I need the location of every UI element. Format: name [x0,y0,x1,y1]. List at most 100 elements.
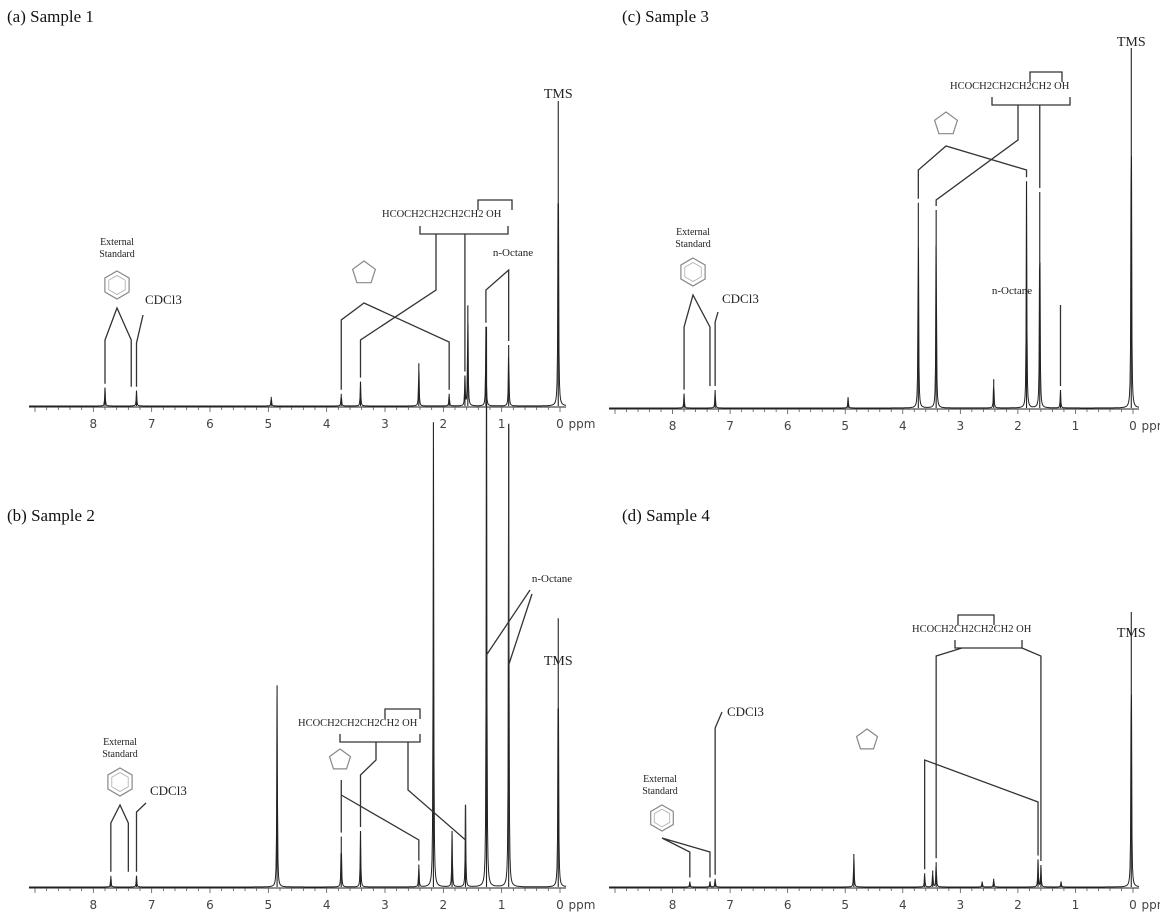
tick-label: 5 [265,898,273,912]
cdcl3-leader [714,711,723,875]
repeat-bracket-bottom [954,640,1023,649]
thf-icon [328,748,352,770]
ext-standard-label-2: Standard [99,249,135,260]
cdcl3-label: CDCl3 [727,704,764,719]
octane-label: n-Octane [992,285,1032,297]
spectrum-panel-2: (c) Sample 3 8 7 6 5 4 3 2 1 0 ppm TMS n-Octane CDCl3… [609,7,1160,433]
tick-label: 0 [1129,898,1137,912]
tick-label: 1 [1072,898,1080,912]
tick-label: 6 [784,419,792,433]
cdcl3-leader [714,311,719,386]
benzene-icon [107,767,133,797]
polymer-leader-a [359,742,377,827]
ext-standard-label-1: External [676,227,710,238]
polymer-leader-b [1021,647,1042,861]
tick-label: 0 [556,417,564,431]
cdcl3-label: CDCl3 [722,291,759,306]
tick-label: 8 [90,898,98,912]
tick-label: 6 [784,898,792,912]
ext-standard-label-1: External [103,737,137,748]
cdcl3-leader [135,802,147,872]
ext-standard-label-1: External [643,774,677,785]
polymer-formula: HCOCH2CH2CH2CH2 OH [950,81,1070,92]
octane-label: n-Octane [532,573,572,585]
octane-label: n-Octane [493,247,533,259]
ext-standard-label-2: Standard [102,749,138,760]
panel-title: (b) Sample 2 [7,506,95,525]
tick-label: 4 [323,898,331,912]
tick-label: 2 [1014,898,1022,912]
ext-standard-bracket [661,837,711,878]
tick-label: 6 [206,898,214,912]
axis-unit-label: ppm [1142,419,1160,433]
tick-label: 7 [148,417,156,431]
tick-label: 0 [1129,419,1137,433]
repeat-bracket-bottom [419,226,509,235]
thf-bracket [917,145,1028,199]
repeat-bracket-top [957,614,995,625]
tick-label: 1 [1072,419,1080,433]
tick-label: 1 [498,898,506,912]
tick-label: 0 [556,898,564,912]
tick-label: 5 [841,419,849,433]
spectrum-panel-1: (a) Sample 1 8 7 6 5 4 3 2 1 0 ppm TMS n-Octane CDCl3… [7,7,595,431]
cdcl3-leader [135,314,144,387]
polymer-formula: HCOCH2CH2CH2CH2 OH [382,209,502,220]
repeat-bracket-top [1029,71,1063,82]
tick-label: 4 [899,898,907,912]
tick-label: 8 [669,419,677,433]
ext-standard-bracket [104,306,132,387]
tick-label: 3 [381,898,389,912]
tms-label: TMS [1117,35,1146,50]
thf-bracket [923,759,1039,870]
tick-label: 1 [498,417,506,431]
polymer-formula: HCOCH2CH2CH2CH2 OH [298,718,418,729]
tick-label: 8 [90,417,98,431]
benzene-icon [104,270,130,300]
cdcl3-label: CDCl3 [145,292,182,307]
ext-standard-bracket [683,293,711,390]
tick-label: 3 [957,898,965,912]
tms-label: TMS [1117,626,1146,641]
spectrum-trace [609,694,1140,888]
spectrum-panel-3: (b) Sample 2 8 7 6 5 4 3 2 1 0 ppm TMS n-Octane CDCl3… [7,326,596,912]
axis-unit-label: ppm [569,898,596,912]
panel-title: (a) Sample 1 [7,7,94,26]
repeat-bracket-bottom [339,734,421,743]
thf-icon [933,111,959,135]
tick-label: 2 [440,417,448,431]
panel-title: (d) Sample 4 [622,506,710,525]
polymer-leader-a [359,234,437,378]
repeat-bracket-top [384,708,421,719]
benzene-icon [680,257,706,287]
tick-label: 7 [148,898,156,912]
spectrum-trace [29,326,567,888]
ext-standard-label-2: Standard [642,786,678,797]
axis-unit-label: ppm [1142,898,1160,912]
panel-title: (c) Sample 3 [622,7,709,26]
polymer-leader-a [935,105,1019,206]
tick-label: 7 [726,419,734,433]
tms-label: TMS [544,654,573,669]
tick-label: 5 [841,898,849,912]
tick-label: 5 [265,417,273,431]
spectrum-panel-4: (d) Sample 4 8 7 6 5 4 3 2 1 0 ppm TMS CDCl3 External… [609,506,1160,912]
thf-leader-b [340,794,420,861]
axis-unit-label: ppm [569,417,596,431]
tick-label: 3 [957,419,965,433]
thf-icon [351,260,377,284]
tick-label: 4 [323,417,331,431]
benzene-icon [650,804,674,832]
spectrum-trace [609,156,1140,409]
repeat-bracket-bottom [991,97,1071,106]
octane-bracket [485,268,510,341]
ext-standard-label-1: External [100,237,134,248]
tick-label: 4 [899,419,907,433]
polymer-leader-a [935,647,963,859]
ext-standard-label-2: Standard [675,239,711,250]
repeat-bracket-top [477,199,513,210]
thf-bracket [340,302,450,390]
ext-standard-bracket [110,803,129,872]
polymer-leader-b [407,742,467,842]
